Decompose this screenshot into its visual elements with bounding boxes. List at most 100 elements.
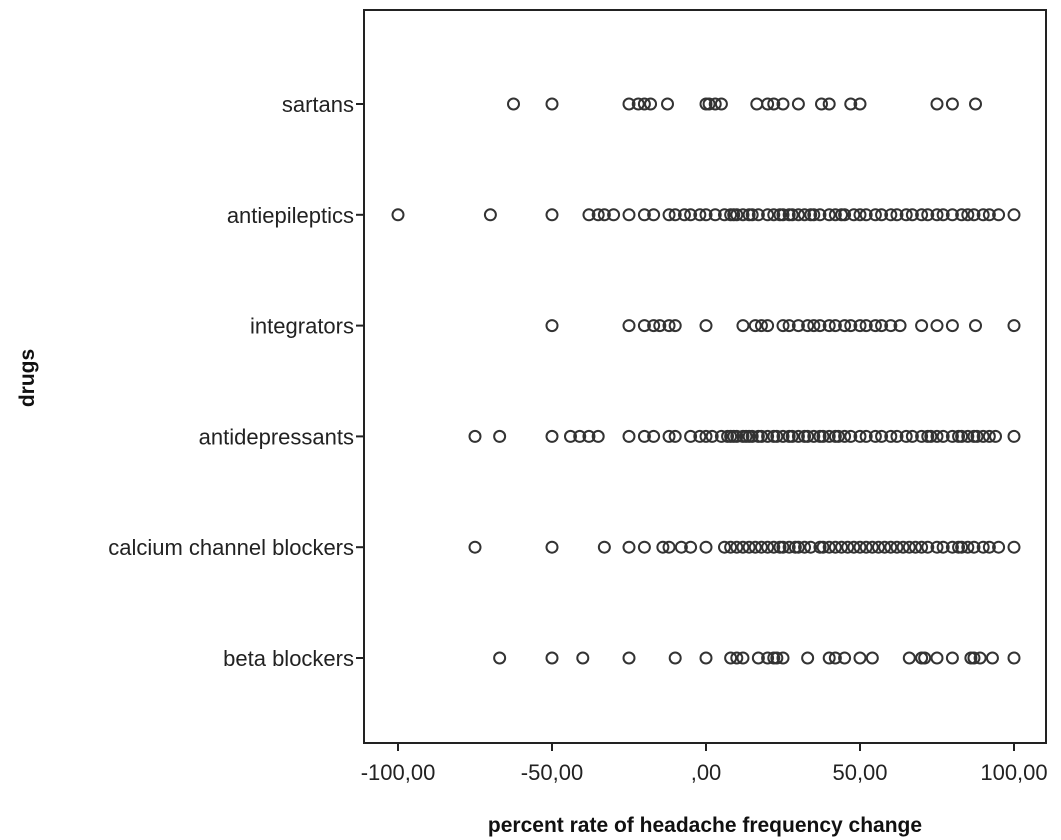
data-point bbox=[391, 208, 405, 222]
data-point bbox=[622, 208, 636, 222]
data-point bbox=[653, 319, 667, 333]
data-point bbox=[662, 319, 676, 333]
data-point bbox=[545, 540, 559, 554]
data-point bbox=[493, 651, 507, 665]
data-point bbox=[622, 429, 636, 443]
data-point bbox=[699, 429, 713, 443]
data-point bbox=[973, 651, 987, 665]
y-tick-label: calcium channel blockers bbox=[108, 535, 354, 560]
data-point bbox=[684, 540, 698, 554]
data-point bbox=[844, 97, 858, 111]
data-point bbox=[969, 319, 982, 333]
data-point bbox=[767, 540, 781, 554]
data-point bbox=[853, 651, 867, 665]
axis-ticks bbox=[356, 103, 1015, 751]
data-point bbox=[930, 651, 944, 665]
data-point bbox=[905, 429, 919, 443]
data-point bbox=[684, 208, 698, 222]
data-point bbox=[791, 429, 805, 443]
data-point bbox=[1007, 429, 1021, 443]
data-point bbox=[776, 540, 790, 554]
data-point bbox=[468, 540, 482, 554]
data-point bbox=[902, 651, 916, 665]
data-point bbox=[693, 429, 707, 443]
data-point bbox=[677, 208, 691, 222]
data-point bbox=[483, 208, 497, 222]
data-point bbox=[662, 540, 676, 554]
data-point bbox=[631, 97, 645, 111]
data-point bbox=[791, 540, 805, 554]
data-point bbox=[622, 319, 636, 333]
x-tick-labels: -100,00 -50,00 ,00 50,00 100,00 bbox=[361, 760, 1048, 785]
data-point bbox=[865, 651, 879, 665]
y-tick-labels: sartans antiepileptics integrators antidepr… bbox=[108, 92, 354, 671]
data-point bbox=[847, 208, 861, 222]
data-point bbox=[754, 319, 768, 333]
data-point bbox=[745, 208, 759, 222]
data-point bbox=[668, 651, 682, 665]
data-point bbox=[668, 429, 682, 443]
data-point bbox=[902, 540, 916, 554]
data-point bbox=[930, 540, 944, 554]
data-point bbox=[761, 97, 775, 111]
x-tick-label: 50,00 bbox=[832, 760, 887, 785]
data-point bbox=[748, 540, 762, 554]
data-point bbox=[945, 651, 959, 665]
data-point bbox=[1007, 319, 1021, 333]
data-point bbox=[662, 429, 676, 443]
data-point bbox=[730, 429, 744, 443]
data-point bbox=[828, 208, 842, 222]
data-point bbox=[884, 208, 898, 222]
y-tick-label: antiepileptics bbox=[227, 203, 354, 228]
data-point bbox=[776, 97, 790, 111]
data-point bbox=[982, 540, 996, 554]
data-point bbox=[637, 319, 651, 333]
data-point bbox=[699, 540, 713, 554]
data-point bbox=[828, 540, 842, 554]
data-point bbox=[915, 319, 929, 333]
data-point bbox=[816, 429, 830, 443]
data-point bbox=[831, 429, 845, 443]
data-point bbox=[674, 540, 688, 554]
data-point bbox=[776, 319, 790, 333]
data-point bbox=[644, 97, 658, 111]
data-point bbox=[807, 429, 821, 443]
data-point bbox=[563, 429, 577, 443]
data-point bbox=[859, 319, 873, 333]
data-point bbox=[761, 651, 775, 665]
y-axis-title: drugs bbox=[16, 349, 39, 407]
data-point bbox=[936, 540, 950, 554]
y-tick-label: antidepressants bbox=[199, 424, 354, 449]
data-point bbox=[785, 208, 799, 222]
data-point bbox=[924, 429, 938, 443]
data-point bbox=[770, 429, 784, 443]
data-point bbox=[798, 540, 812, 554]
data-point bbox=[992, 540, 1006, 554]
data-point bbox=[853, 429, 867, 443]
data-point bbox=[751, 651, 765, 665]
data-point bbox=[1007, 208, 1021, 222]
data-point bbox=[545, 319, 559, 333]
data-point bbox=[884, 319, 898, 333]
plot-frame bbox=[363, 9, 1047, 744]
data-point bbox=[507, 97, 520, 111]
data-point bbox=[945, 208, 959, 222]
data-point bbox=[859, 429, 873, 443]
data-point bbox=[822, 429, 836, 443]
x-tick-label: -100,00 bbox=[361, 760, 436, 785]
data-point bbox=[1007, 651, 1021, 665]
data-point bbox=[745, 429, 759, 443]
data-point bbox=[982, 208, 996, 222]
data-point bbox=[576, 651, 590, 665]
data-point bbox=[754, 540, 768, 554]
x-axis-title: percent rate of headache frequency chang… bbox=[488, 814, 922, 837]
data-point bbox=[930, 319, 944, 333]
data-point bbox=[468, 429, 482, 443]
data-point bbox=[865, 540, 879, 554]
data-point bbox=[961, 208, 975, 222]
data-point bbox=[838, 208, 852, 222]
data-point bbox=[967, 651, 981, 665]
data-point bbox=[875, 208, 889, 222]
data-point bbox=[622, 97, 636, 111]
data-point bbox=[714, 429, 728, 443]
